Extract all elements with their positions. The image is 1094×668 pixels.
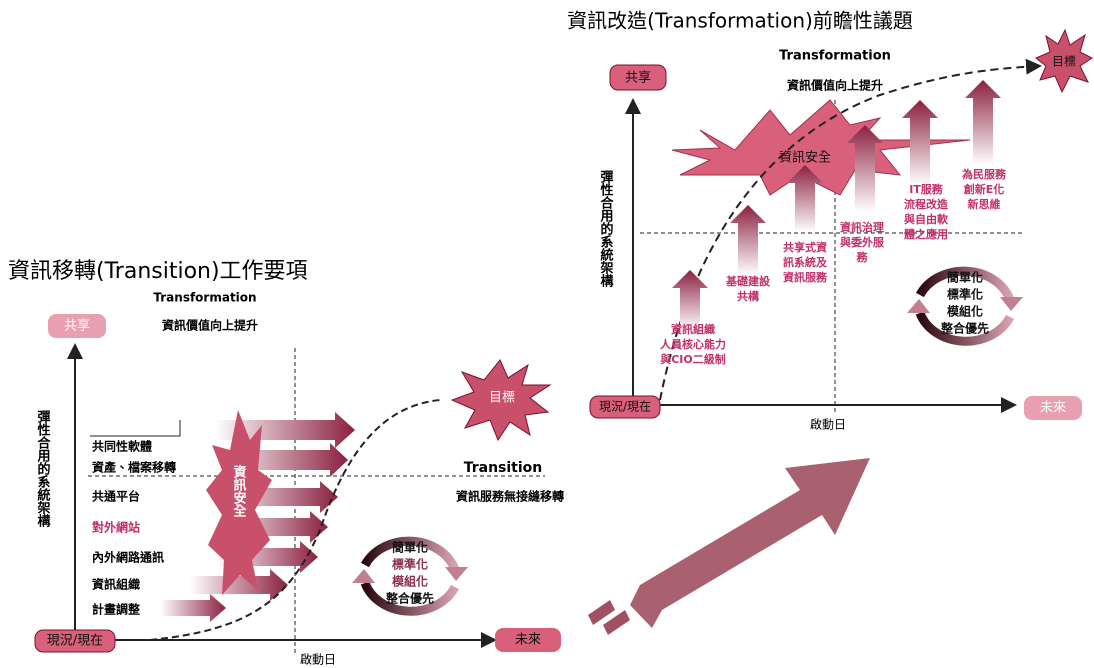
up-arrow <box>672 270 708 330</box>
issue-line: 資訊服務 <box>783 270 828 284</box>
issue-line: 人員核心能力 <box>660 337 726 351</box>
left-transformation-sub: 資訊價值向上提升 <box>162 318 258 333</box>
bracket <box>90 420 180 436</box>
future: 未來 <box>515 633 541 648</box>
origin: 現況/現在 <box>599 399 651 414</box>
item: 共同性軟體 <box>92 439 152 454</box>
top-label: 共享 <box>64 318 90 334</box>
cycle-head <box>445 567 468 581</box>
issue: 基礎建設共構 <box>725 274 771 303</box>
issue-line: 流程改造 <box>904 197 949 211</box>
y-axis-label: 彈性合用的系統架構 <box>598 170 615 288</box>
issue-line: 共享式資 <box>783 240 828 254</box>
goal: 目標 <box>1052 54 1076 69</box>
left-transformation: Transformation <box>153 291 256 305</box>
issue-line: 與自由軟 <box>904 212 949 226</box>
cycle-step: 簡單化 <box>947 270 983 285</box>
y-axis-label: 彈性合用的系統架構 <box>35 410 52 528</box>
issue-line: 創新E化 <box>964 182 1005 196</box>
cycle-step: 整合優先 <box>940 321 989 336</box>
cycle-step: 整合優先 <box>385 591 434 606</box>
issue: 資訊組織人員核心能力與CIO二級制 <box>660 322 726 366</box>
issue-line: 資訊組織 <box>671 322 715 336</box>
item: 計畫調整 <box>92 602 140 617</box>
big-arrow-body <box>630 458 870 628</box>
item: 內外網路通訊 <box>92 550 164 565</box>
item: 對外網站 <box>92 520 140 535</box>
security: 資訊安全 <box>779 151 831 166</box>
page: 資訊移轉與資訊改造 {"left":{"title":"資訊移轉(Transit… <box>0 0 1094 668</box>
issue-line: 訊系統及 <box>783 255 828 269</box>
up-arrow <box>965 80 1001 165</box>
cycle-step: 模組化 <box>392 574 428 589</box>
transition: Transition <box>464 460 543 476</box>
item: 共通平台 <box>92 489 140 504</box>
cycle-step: 模組化 <box>947 304 983 319</box>
cycle-step: 標準化 <box>947 287 983 302</box>
right-transformation: Transformation <box>779 49 891 64</box>
cycle-head <box>1000 297 1023 311</box>
item: 資訊組織 <box>92 577 140 592</box>
issue-line: 體之應用 <box>904 227 948 241</box>
right-title: 資訊改造(Transformation)前瞻性議題 <box>567 9 913 33</box>
security: 資訊安全 <box>231 464 248 518</box>
up-arrow <box>730 205 766 275</box>
cycle-head <box>907 299 930 313</box>
left-title: 資訊移轉(Transition)工作要項 <box>8 259 308 284</box>
issue: 資訊治理與委外服務 <box>840 220 885 264</box>
issue: 為民服務創新E化新思維 <box>962 167 1007 211</box>
future: 未來 <box>1040 401 1066 416</box>
issue-line: 為民服務 <box>962 167 1007 181</box>
cycle-step: 標準化 <box>392 557 428 572</box>
issue-line: 新思維 <box>968 197 1001 211</box>
issue: IT服務流程改造與自由軟體之應用 <box>904 182 949 241</box>
issue-line: 與CIO二級制 <box>660 352 726 366</box>
body: 資訊移轉(Transition)工作要項 Transformation 資訊價值… <box>0 0 1094 668</box>
start-day: 啟動日 <box>300 653 336 667</box>
issue: 共享式資訊系統及資訊服務 <box>783 240 828 284</box>
goal: 目標 <box>489 391 515 406</box>
top-label: 共享 <box>625 70 651 86</box>
start-day: 啟動日 <box>810 418 846 432</box>
issue-line: 基礎建設 <box>725 274 771 288</box>
issue-line: 與委外服 <box>840 235 885 249</box>
transition-sub: 資訊服務無接縫移轉 <box>456 489 564 504</box>
origin: 現況/現在 <box>47 634 103 649</box>
issue-line: IT服務 <box>909 182 944 196</box>
issue-line: 務 <box>857 250 869 264</box>
issue-line: 資訊治理 <box>840 220 884 234</box>
cycle-head <box>352 569 375 583</box>
diagram: 資訊移轉(Transition)工作要項 Transformation 資訊價值… <box>0 0 1094 668</box>
item: 資產、檔案移轉 <box>92 460 176 475</box>
right-transformation-sub: 資訊價值向上提升 <box>787 78 883 93</box>
cycle-step: 簡單化 <box>392 540 428 555</box>
arrow <box>160 594 226 622</box>
big-arrow <box>588 458 870 635</box>
issue-line: 共構 <box>737 289 759 303</box>
